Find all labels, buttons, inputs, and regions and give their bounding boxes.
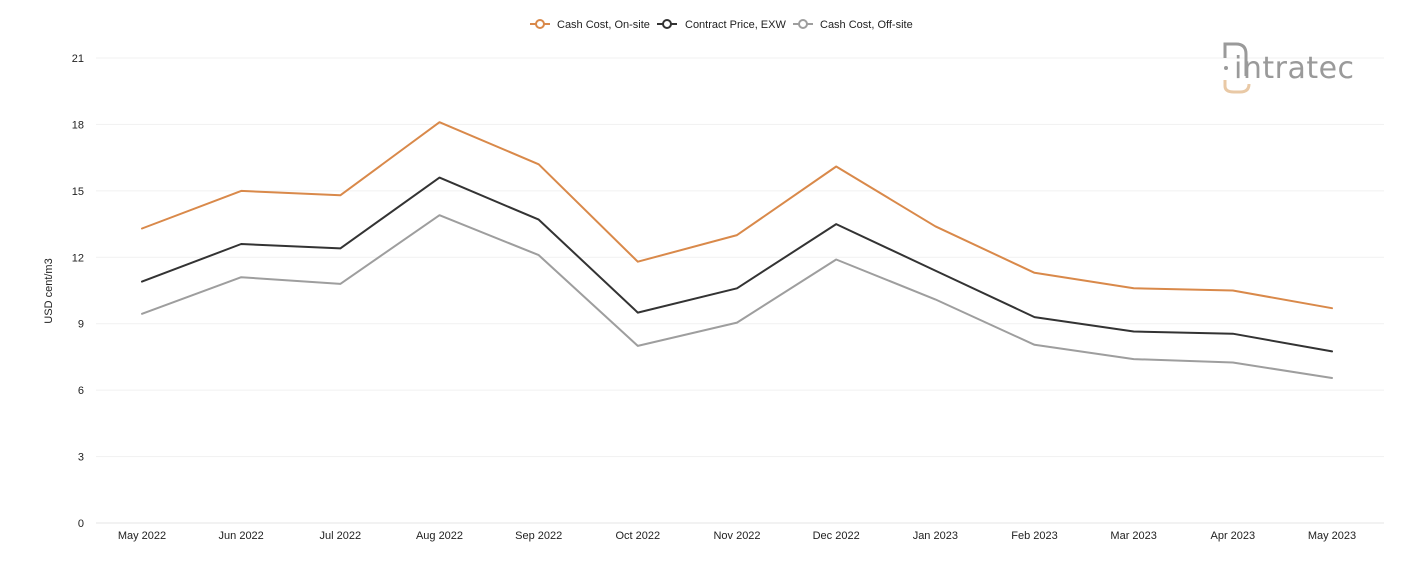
legend-label: Contract Price, EXW bbox=[685, 19, 786, 31]
legend-marker bbox=[535, 19, 545, 29]
x-tick-label: Feb 2023 bbox=[1011, 530, 1057, 542]
series-line bbox=[141, 176, 1333, 353]
intratec-logo: intratec bbox=[1223, 42, 1355, 94]
x-tick-label: Aug 2022 bbox=[416, 530, 463, 542]
y-axis-label: USD cent/m3 bbox=[43, 258, 55, 323]
legend-item: Cash Cost, On-site bbox=[530, 19, 650, 31]
x-tick-label: May 2023 bbox=[1308, 530, 1356, 542]
logo-wordmark: intratec bbox=[1234, 51, 1355, 86]
legend-marker bbox=[662, 19, 672, 29]
grid-lines bbox=[96, 57, 1384, 524]
x-tick-label: Apr 2023 bbox=[1211, 530, 1256, 542]
y-tick-label: 6 bbox=[78, 385, 84, 397]
x-tick-label: Sep 2022 bbox=[515, 530, 562, 542]
y-tick-label: 18 bbox=[72, 119, 84, 131]
series-line bbox=[141, 121, 1333, 310]
x-tick-label: Jul 2022 bbox=[320, 530, 362, 542]
y-tick-label: 12 bbox=[72, 252, 84, 264]
y-tick-label: 15 bbox=[72, 186, 84, 198]
y-axis-ticks: 0 3 6 9 12 15 18 21 bbox=[72, 53, 84, 530]
legend: Cash Cost, On-site Contract Price, EXW Cas… bbox=[530, 19, 913, 31]
x-axis-ticks: May 2022 Jun 2022 Jul 2022 Aug 2022 Sep 2022… bbox=[118, 530, 1356, 542]
legend-item: Contract Price, EXW bbox=[657, 19, 786, 31]
legend-item: Cash Cost, Off-site bbox=[793, 19, 913, 31]
x-tick-label: Mar 2023 bbox=[1110, 530, 1156, 542]
legend-label: Cash Cost, On-site bbox=[557, 19, 650, 31]
x-tick-label: Jan 2023 bbox=[913, 530, 958, 542]
x-tick-label: Jun 2022 bbox=[219, 530, 264, 542]
y-tick-label: 3 bbox=[78, 452, 84, 464]
x-tick-label: Oct 2022 bbox=[616, 530, 661, 542]
y-tick-label: 9 bbox=[78, 319, 84, 331]
x-tick-label: Nov 2022 bbox=[713, 530, 760, 542]
legend-label: Cash Cost, Off-site bbox=[820, 19, 913, 31]
y-tick-label: 21 bbox=[72, 53, 84, 65]
x-tick-label: May 2022 bbox=[118, 530, 166, 542]
series-line bbox=[141, 214, 1333, 379]
y-tick-label: 0 bbox=[78, 518, 84, 530]
x-tick-label: Dec 2022 bbox=[813, 530, 860, 542]
series-lines bbox=[141, 121, 1333, 379]
logo-mark-icon bbox=[1223, 42, 1251, 94]
legend-marker bbox=[798, 19, 808, 29]
